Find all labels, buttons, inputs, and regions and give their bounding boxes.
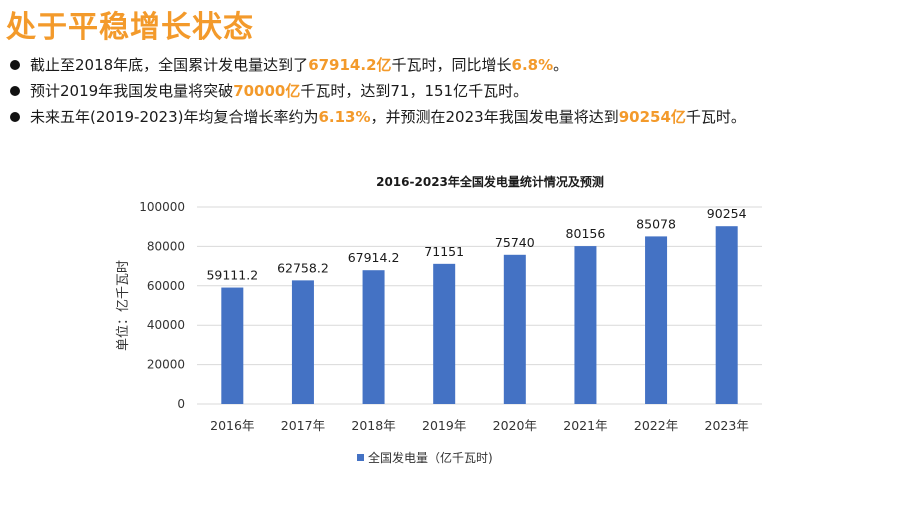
x-tick-label: 2023年 (705, 418, 749, 433)
page-title: 处于平稳增长状态 (6, 10, 254, 45)
data-label: 67914.2 (348, 250, 400, 265)
x-tick-label: 2020年 (493, 418, 537, 433)
x-tick-label: 2022年 (634, 418, 678, 433)
y-tick-label: 40000 (147, 318, 185, 332)
x-tick-label: 2019年 (422, 418, 466, 433)
data-label: 80156 (566, 226, 606, 241)
legend-label: 全国发电量（亿千瓦时) (368, 451, 493, 465)
bullet-dot-icon (10, 86, 20, 96)
data-label: 85078 (636, 216, 676, 231)
bullet-text: 。 (553, 56, 569, 74)
y-tick-label: 100000 (139, 200, 185, 214)
bullet-dot-icon (10, 60, 20, 70)
x-tick-label: 2021年 (563, 418, 607, 433)
y-tick-label: 20000 (147, 358, 185, 372)
bar (291, 280, 314, 404)
bullet-item: 预计2019年我国发电量将突破70000亿千瓦时，达到71，151亿千瓦时。 (8, 78, 746, 104)
bullet-text: 千瓦时，同比增长 (391, 56, 512, 74)
y-axis-label: 单位：亿千瓦时 (116, 260, 131, 351)
data-label: 59111.2 (206, 268, 258, 283)
bar (433, 263, 456, 404)
data-label: 90254 (707, 206, 747, 221)
bar (715, 226, 738, 404)
data-label: 71151 (424, 244, 464, 259)
y-tick-label: 60000 (147, 279, 185, 293)
chart-title: 2016-2023年全国发电量统计情况及预测 (376, 175, 604, 189)
x-tick-label: 2016年 (210, 418, 254, 433)
x-tick-label: 2017年 (281, 418, 325, 433)
bullet-text: 未来五年(2019-2023)年均复合增长率约为 (30, 108, 319, 126)
bar (362, 270, 385, 404)
y-tick-label: 0 (177, 397, 185, 411)
bullet-highlight: 67914.2亿 (308, 56, 392, 74)
bullet-item: 未来五年(2019-2023)年均复合增长率约为6.13%，并预测在2023年我… (8, 104, 746, 130)
bullet-dot-icon (10, 112, 20, 122)
bullet-text: 千瓦时，达到71，151亿千瓦时。 (300, 82, 529, 100)
bullet-highlight: 90254亿 (618, 108, 686, 126)
bullet-text: ，并预测在2023年我国发电量将达到 (370, 108, 619, 126)
bar (574, 246, 597, 404)
summary-bullets: 截止至2018年底，全国累计发电量达到了67914.2亿千瓦时，同比增长6.8%… (8, 52, 746, 130)
legend-swatch-icon (357, 454, 364, 461)
bar (503, 254, 526, 404)
bullet-highlight: 6.13% (318, 108, 371, 126)
data-label: 62758.2 (277, 260, 329, 275)
bar (221, 287, 244, 404)
bullet-item: 截止至2018年底，全国累计发电量达到了67914.2亿千瓦时，同比增长6.8%… (8, 52, 746, 78)
data-label: 75740 (495, 235, 535, 250)
chart-legend: 全国发电量（亿千瓦时) (357, 449, 493, 466)
bullet-text: 截止至2018年底，全国累计发电量达到了 (30, 56, 309, 74)
bar (645, 236, 668, 404)
bullet-highlight: 70000亿 (233, 82, 301, 100)
bullet-text: 千瓦时。 (685, 108, 746, 126)
bullet-text: 预计2019年我国发电量将突破 (30, 82, 234, 100)
y-tick-label: 80000 (147, 239, 185, 253)
x-tick-label: 2018年 (351, 418, 395, 433)
bullet-highlight: 6.8% (511, 56, 554, 74)
